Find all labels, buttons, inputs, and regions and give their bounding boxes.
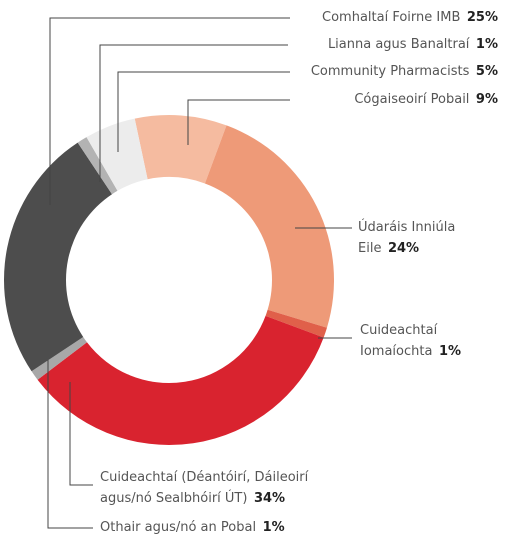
label-name: Comhaltaí Foirne IMB	[322, 10, 461, 25]
donut-segment	[265, 309, 327, 338]
label: Lianna agus Banaltraí 1%	[328, 34, 498, 55]
leader-line	[99, 44, 288, 182]
label: Othair agus/nó an Pobal 1%	[100, 517, 285, 538]
leader-line	[47, 360, 93, 529]
label: Comhaltaí Foirne IMB 25%	[322, 7, 498, 28]
leader-line	[187, 99, 290, 145]
leader-line	[69, 382, 93, 486]
label-name: Údaráis Inniúla Eile	[358, 220, 456, 256]
label-value: 25%	[466, 10, 498, 25]
label-name: Othair agus/nó an Pobal	[100, 520, 257, 535]
label-value: 5%	[475, 64, 498, 79]
label-value: 1%	[262, 520, 285, 535]
label: Cuideachtaí (Déantóirí, Dáileoirí agus/n…	[100, 467, 340, 509]
label-value: 1%	[438, 344, 462, 359]
donut-segment	[77, 137, 118, 195]
donut-segment	[204, 125, 334, 328]
label-value: 9%	[475, 92, 498, 107]
leader-line	[117, 71, 290, 152]
label: Cuideachtaí Iomaíochta 1%	[360, 320, 490, 362]
label-value: 34%	[253, 491, 286, 506]
donut-segment	[37, 315, 324, 445]
label-name: Cógaiseoirí Pobail	[354, 92, 470, 107]
label: Údaráis Inniúla Eile 24%	[358, 217, 473, 259]
donut-segment	[31, 336, 87, 380]
label: Cógaiseoirí Pobail 9%	[354, 89, 498, 110]
label-name: Community Pharmacists	[310, 64, 470, 79]
leader-line	[49, 17, 290, 205]
label-value: 1%	[475, 37, 498, 52]
leader-lines	[47, 17, 352, 529]
donut-segment	[134, 114, 227, 184]
label-name: Cuideachtaí (Déantóirí, Dáileoirí agus/n…	[100, 470, 309, 506]
label: Community Pharmacists 5%	[311, 61, 498, 82]
donut-segment	[3, 142, 113, 372]
donut-segment	[86, 118, 148, 191]
donut	[3, 114, 334, 445]
label-value: 24%	[387, 241, 420, 256]
label-name: Lianna agus Banaltraí	[327, 37, 470, 52]
label-name: Cuideachtaí Iomaíochta	[360, 323, 438, 359]
